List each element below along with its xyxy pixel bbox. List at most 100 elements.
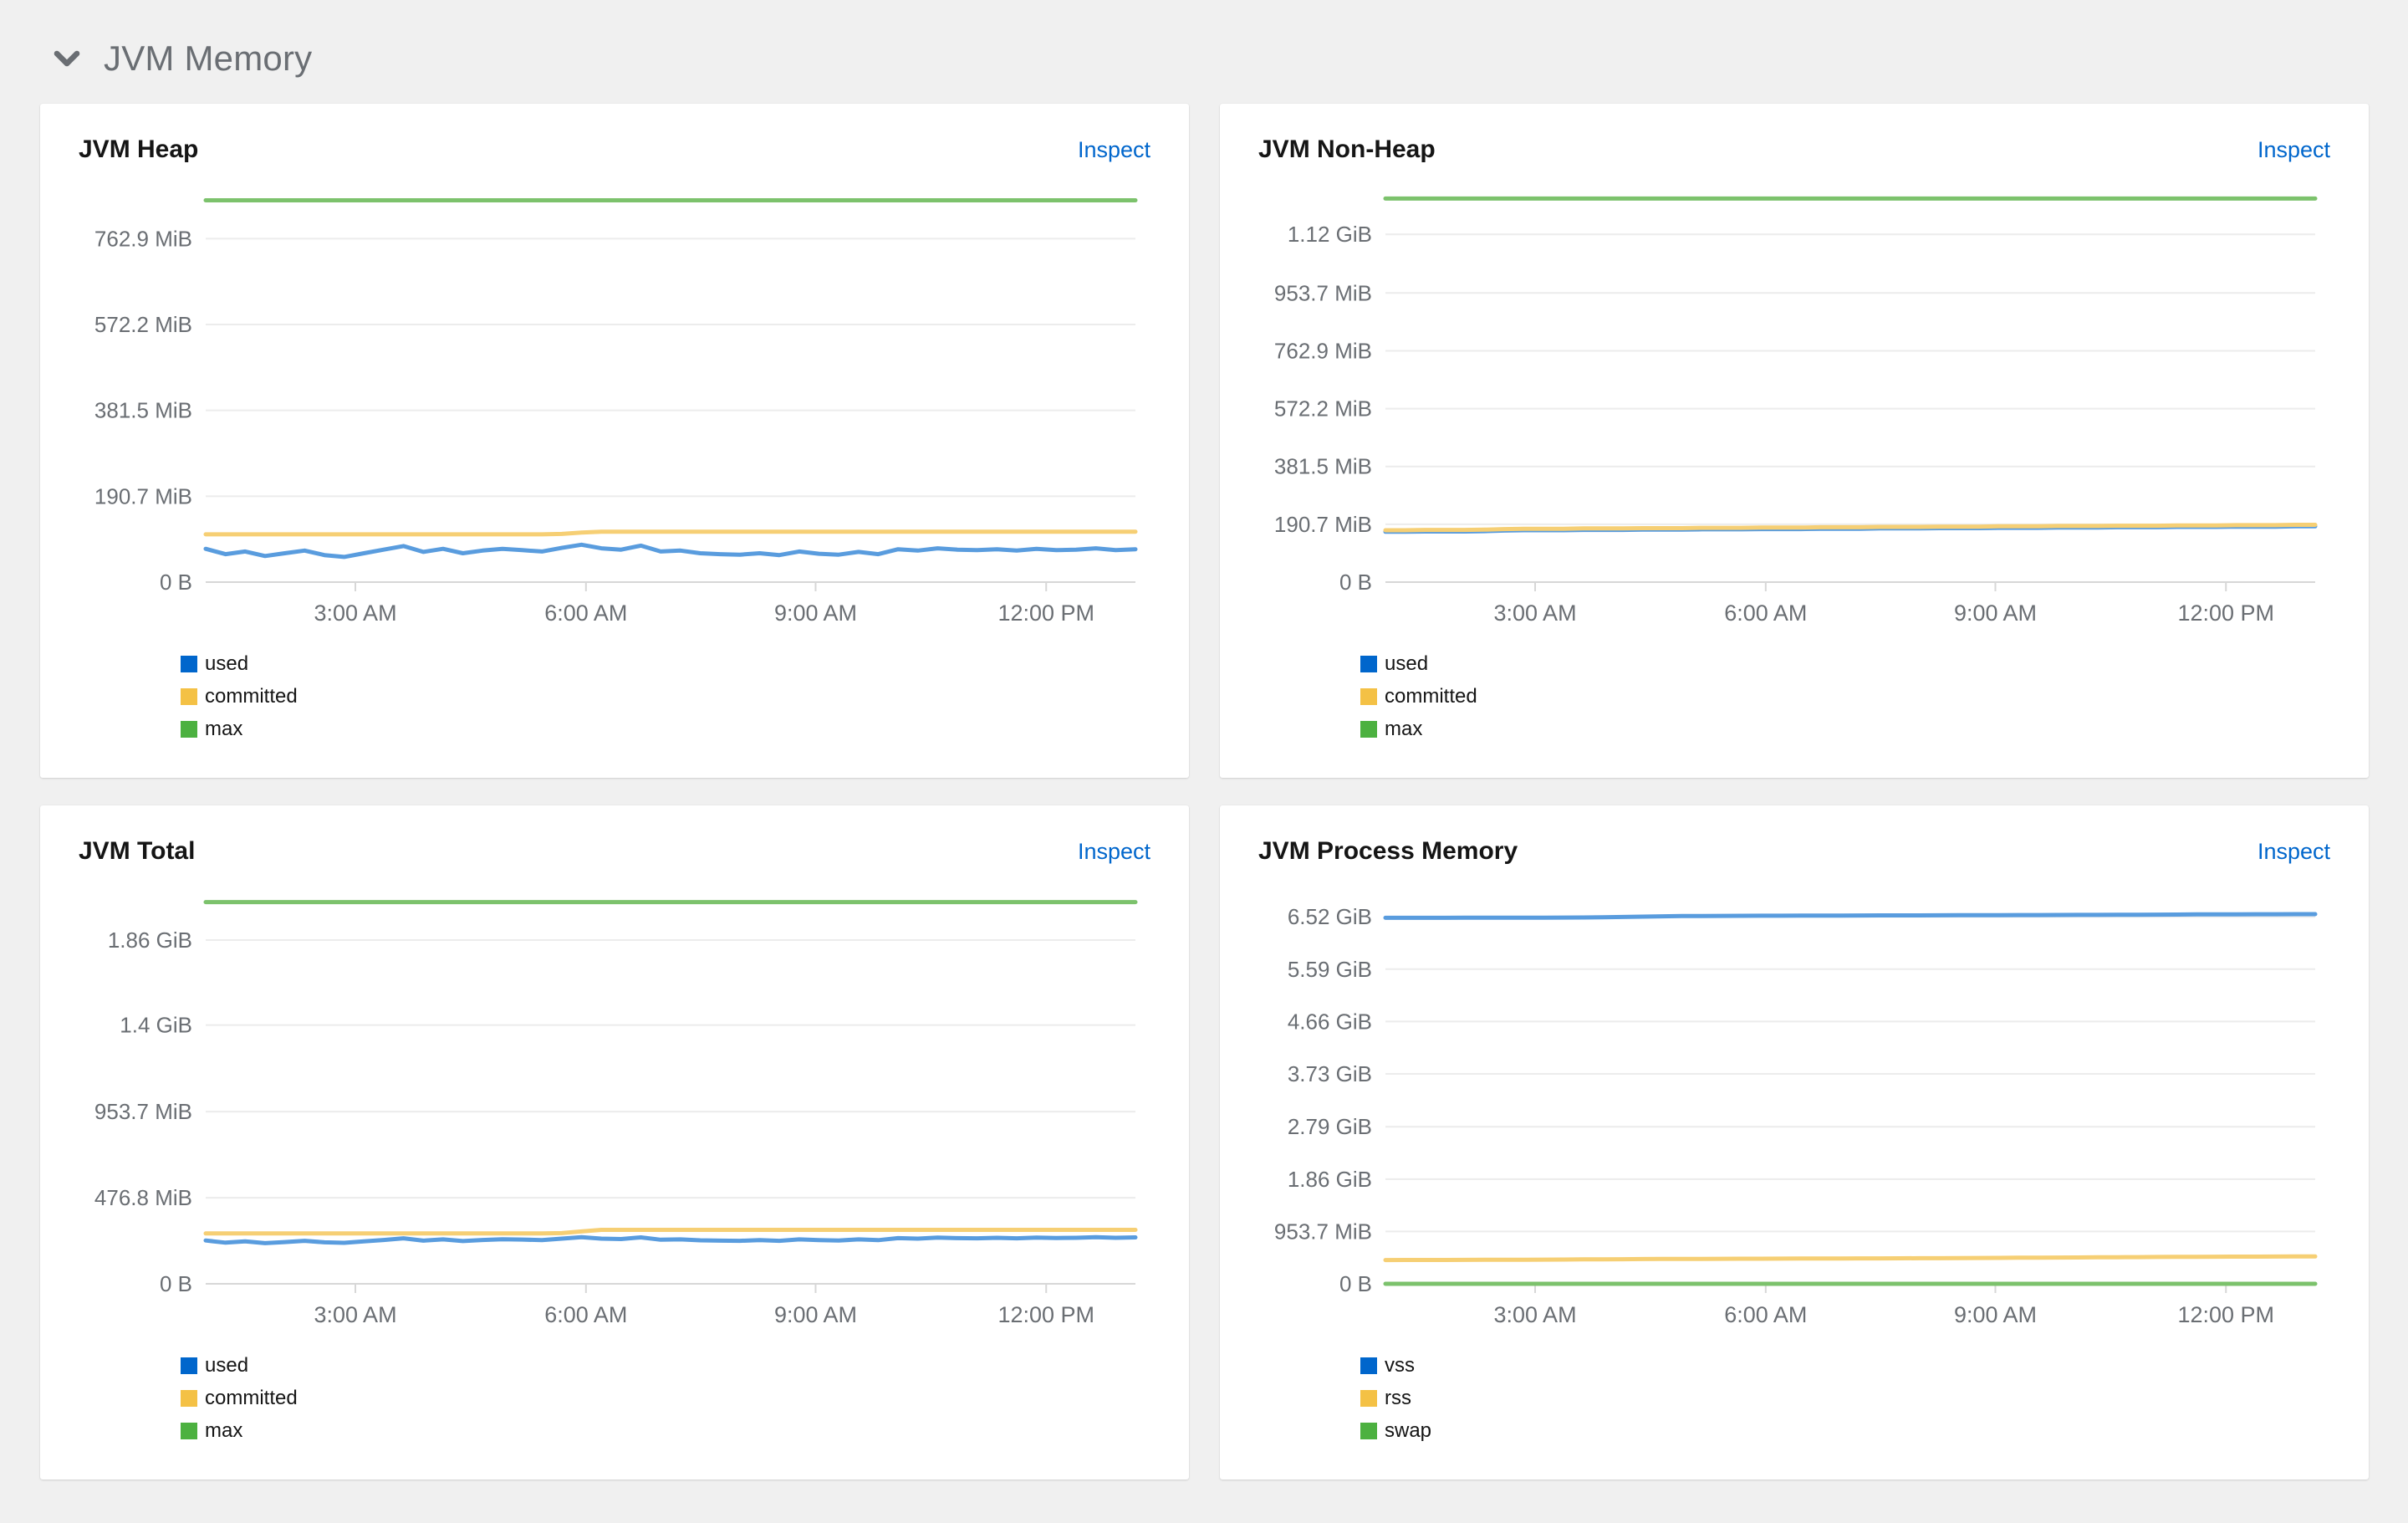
svg-text:3:00 AM: 3:00 AM xyxy=(1494,1302,1577,1327)
svg-text:2.79 GiB: 2.79 GiB xyxy=(1288,1114,1372,1139)
jvm-memory-page: JVM Memory JVM Heap Inspect 0 B 190.7 MiB… xyxy=(0,0,2408,1480)
legend-swatch-green xyxy=(1360,721,1377,738)
chart-legend: used committed max xyxy=(181,652,1150,741)
legend-item-used: used xyxy=(1360,652,2330,676)
svg-text:3:00 AM: 3:00 AM xyxy=(314,601,397,626)
legend-item-used: used xyxy=(181,652,1150,676)
svg-text:1.86 GiB: 1.86 GiB xyxy=(1288,1167,1372,1192)
svg-text:1.86 GiB: 1.86 GiB xyxy=(108,928,192,953)
legend-swatch-blue xyxy=(1360,656,1377,672)
svg-text:0 B: 0 B xyxy=(160,1271,192,1296)
section-title: JVM Memory xyxy=(104,38,313,78)
legend-swatch-gold xyxy=(181,688,197,705)
legend-item-vss: vss xyxy=(1360,1354,2330,1377)
svg-text:12:00 PM: 12:00 PM xyxy=(997,601,1094,626)
panel-title: JVM Non-Heap xyxy=(1258,135,1436,163)
chart-legend: vss rss swap xyxy=(1360,1354,2330,1443)
panel-jvm-heap: JVM Heap Inspect 0 B 190.7 MiB 381.5 MiB 57… xyxy=(40,104,1189,778)
svg-text:9:00 AM: 9:00 AM xyxy=(774,1302,857,1327)
chevron-down-icon xyxy=(54,50,80,67)
svg-text:6:00 AM: 6:00 AM xyxy=(1724,1302,1807,1327)
line-chart: 0 B 190.7 MiB 381.5 MiB 572.2 MiB 762.9 MiB 3… xyxy=(94,198,1138,626)
svg-text:572.2 MiB: 572.2 MiB xyxy=(94,312,192,337)
dashboard-grid: JVM Heap Inspect 0 B 190.7 MiB 381.5 MiB 57… xyxy=(40,104,2369,1480)
svg-text:12:00 PM: 12:00 PM xyxy=(2177,1302,2274,1327)
legend-item-committed: committed xyxy=(181,685,1150,708)
line-chart: 0 B 190.7 MiB 381.5 MiB 572.2 MiB 762.9 MiB 9… xyxy=(1274,196,2318,626)
svg-text:6:00 AM: 6:00 AM xyxy=(1724,601,1807,626)
svg-text:190.7 MiB: 190.7 MiB xyxy=(1274,512,1372,537)
legend-item-max: max xyxy=(181,1419,1150,1443)
svg-text:6.52 GiB: 6.52 GiB xyxy=(1288,904,1372,929)
svg-text:572.2 MiB: 572.2 MiB xyxy=(1274,396,1372,422)
inspect-link[interactable]: Inspect xyxy=(1077,839,1150,864)
svg-text:953.7 MiB: 953.7 MiB xyxy=(1274,280,1372,305)
inspect-link[interactable]: Inspect xyxy=(2257,839,2330,864)
svg-text:9:00 AM: 9:00 AM xyxy=(1954,1302,2037,1327)
panel-header: JVM Process Memory Inspect xyxy=(1258,837,2330,866)
legend-item-rss: rss xyxy=(1360,1387,2330,1410)
legend-item-committed: committed xyxy=(181,1387,1150,1410)
panel-jvm-process-memory: JVM Process Memory Inspect 0 B 953.7 MiB 1… xyxy=(1220,805,2369,1480)
legend-swatch-blue xyxy=(181,656,197,672)
svg-text:381.5 MiB: 381.5 MiB xyxy=(94,398,192,423)
legend-swatch-blue xyxy=(181,1357,197,1374)
svg-text:6:00 AM: 6:00 AM xyxy=(544,1302,627,1327)
line-chart: 0 B 953.7 MiB 1.86 GiB 2.79 GiB 3.73 GiB 4.66… xyxy=(1274,904,2318,1327)
svg-text:762.9 MiB: 762.9 MiB xyxy=(94,226,192,251)
legend-label: used xyxy=(1385,652,1429,675)
section-toggle-jvm-memory[interactable]: JVM Memory xyxy=(0,0,2408,79)
svg-text:762.9 MiB: 762.9 MiB xyxy=(1274,338,1372,363)
panel-jvm-total: JVM Total Inspect 0 B 476.8 MiB 953.7 MiB 1… xyxy=(40,805,1189,1480)
chart-legend: used committed max xyxy=(181,1354,1150,1443)
svg-text:3:00 AM: 3:00 AM xyxy=(1494,601,1577,626)
legend-item-swap: swap xyxy=(1360,1419,2330,1443)
legend-label: rss xyxy=(1385,1387,1411,1409)
legend-label: committed xyxy=(205,685,298,708)
legend-item-max: max xyxy=(181,718,1150,741)
svg-text:9:00 AM: 9:00 AM xyxy=(774,601,857,626)
svg-text:190.7 MiB: 190.7 MiB xyxy=(94,483,192,509)
panel-title: JVM Total xyxy=(79,837,196,865)
svg-text:0 B: 0 B xyxy=(160,570,192,595)
svg-text:1.4 GiB: 1.4 GiB xyxy=(120,1013,192,1038)
legend-label: vss xyxy=(1385,1354,1415,1377)
svg-text:5.59 GiB: 5.59 GiB xyxy=(1288,957,1372,982)
legend-item-committed: committed xyxy=(1360,685,2330,708)
svg-text:3.73 GiB: 3.73 GiB xyxy=(1288,1061,1372,1086)
svg-text:476.8 MiB: 476.8 MiB xyxy=(94,1185,192,1210)
panel-title: JVM Heap xyxy=(79,135,199,163)
legend-swatch-gold xyxy=(1360,1390,1377,1407)
chart-legend: used committed max xyxy=(1360,652,2330,741)
legend-item-used: used xyxy=(181,1354,1150,1377)
svg-text:953.7 MiB: 953.7 MiB xyxy=(1274,1219,1372,1244)
panel-header: JVM Non-Heap Inspect xyxy=(1258,135,2330,164)
svg-text:12:00 PM: 12:00 PM xyxy=(997,1302,1094,1327)
svg-text:3:00 AM: 3:00 AM xyxy=(314,1302,397,1327)
legend-swatch-green xyxy=(1360,1423,1377,1439)
chart-jvm-heap: 0 B 190.7 MiB 381.5 MiB 572.2 MiB 762.9 MiB 3… xyxy=(79,182,1150,631)
svg-text:0 B: 0 B xyxy=(1339,570,1372,595)
chart-jvm-non-heap: 0 B 190.7 MiB 381.5 MiB 572.2 MiB 762.9 MiB 9… xyxy=(1258,182,2330,631)
legend-label: swap xyxy=(1385,1419,1432,1442)
svg-text:12:00 PM: 12:00 PM xyxy=(2177,601,2274,626)
legend-swatch-blue xyxy=(1360,1357,1377,1374)
svg-text:953.7 MiB: 953.7 MiB xyxy=(94,1099,192,1124)
svg-text:0 B: 0 B xyxy=(1339,1271,1372,1296)
svg-text:381.5 MiB: 381.5 MiB xyxy=(1274,454,1372,479)
panel-jvm-non-heap: JVM Non-Heap Inspect 0 B 190.7 MiB 381.5 M… xyxy=(1220,104,2369,778)
legend-label: max xyxy=(205,718,243,740)
inspect-link[interactable]: Inspect xyxy=(1077,137,1150,162)
legend-swatch-green xyxy=(181,721,197,738)
legend-item-max: max xyxy=(1360,718,2330,741)
line-chart: 0 B 476.8 MiB 953.7 MiB 1.4 GiB 1.86 GiB 3:00… xyxy=(94,900,1138,1327)
panel-title: JVM Process Memory xyxy=(1258,837,1518,865)
svg-text:1.12 GiB: 1.12 GiB xyxy=(1288,222,1372,247)
chart-jvm-total: 0 B 476.8 MiB 953.7 MiB 1.4 GiB 1.86 GiB 3:00… xyxy=(79,884,1150,1332)
legend-label: committed xyxy=(205,1387,298,1409)
legend-label: used xyxy=(205,1354,249,1377)
inspect-link[interactable]: Inspect xyxy=(2257,137,2330,162)
panel-header: JVM Heap Inspect xyxy=(79,135,1150,164)
svg-text:6:00 AM: 6:00 AM xyxy=(544,601,627,626)
legend-label: max xyxy=(1385,718,1423,740)
